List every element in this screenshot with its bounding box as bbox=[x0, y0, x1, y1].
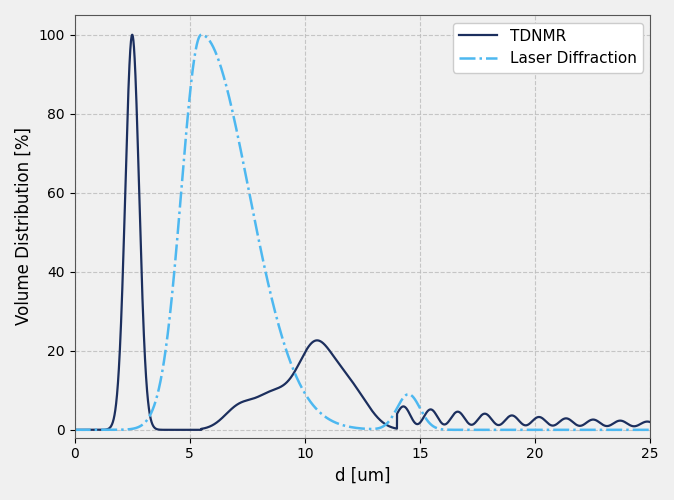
Laser Diffraction bbox=[290, 370, 299, 376]
TDNMR bbox=[128, 32, 136, 38]
Legend: TDNMR, Laser Diffraction: TDNMR, Laser Diffraction bbox=[453, 22, 642, 72]
TDNMR bbox=[290, 368, 299, 374]
TDNMR bbox=[500, 418, 508, 424]
TDNMR bbox=[175, 427, 183, 433]
Laser Diffraction bbox=[416, 405, 424, 411]
TDNMR bbox=[445, 418, 453, 424]
TDNMR bbox=[71, 427, 79, 433]
X-axis label: d [um]: d [um] bbox=[335, 467, 390, 485]
Y-axis label: Volume Distribution [%]: Volume Distribution [%] bbox=[15, 128, 33, 326]
Laser Diffraction bbox=[197, 32, 206, 38]
TDNMR bbox=[544, 420, 552, 426]
Laser Diffraction bbox=[500, 427, 508, 433]
Line: Laser Diffraction: Laser Diffraction bbox=[75, 35, 650, 430]
Laser Diffraction bbox=[544, 427, 552, 433]
TDNMR bbox=[416, 420, 424, 426]
Line: TDNMR: TDNMR bbox=[75, 35, 650, 430]
TDNMR bbox=[646, 419, 654, 425]
Laser Diffraction bbox=[175, 213, 183, 219]
Laser Diffraction bbox=[71, 427, 79, 433]
Laser Diffraction bbox=[646, 427, 654, 433]
Laser Diffraction bbox=[445, 426, 453, 432]
TDNMR bbox=[197, 427, 206, 433]
